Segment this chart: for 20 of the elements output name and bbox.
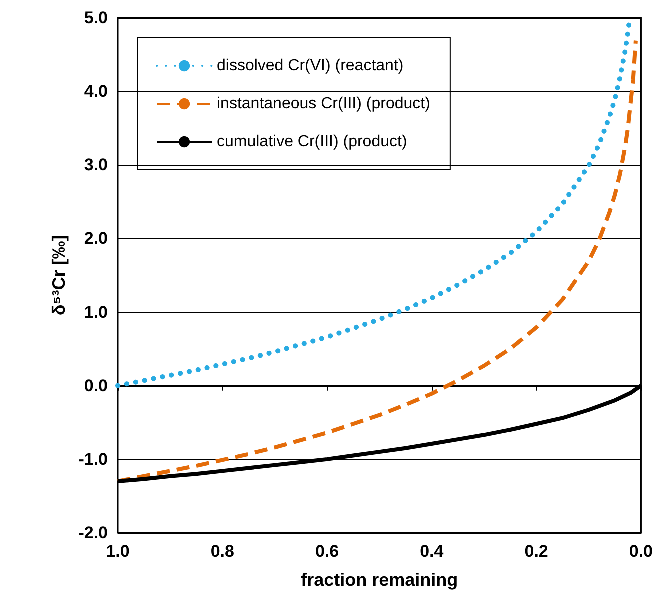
legend-label: instantaneous Cr(III) (product) <box>217 96 430 112</box>
x-tick-label: 0.6 <box>315 542 340 561</box>
x-axis-title: fraction remaining <box>301 570 458 590</box>
x-tick-label: 0.4 <box>420 542 444 561</box>
line-series <box>116 38 638 484</box>
x-tick-label: 1.0 <box>106 542 130 561</box>
x-tick-label: 0.2 <box>524 542 548 561</box>
legend-label: cumulative Cr(III) (product) <box>217 134 408 150</box>
y-tick-label: 5.0 <box>84 8 108 28</box>
y-tick-label: -1.0 <box>78 450 108 469</box>
y-tick-label: 4.0 <box>84 82 108 102</box>
y-axis-title: δ⁵³Cr [‰] <box>48 235 69 316</box>
y-tick-label: -2.0 <box>78 524 108 542</box>
legend-label: dissolved Cr(VI) (reactant) <box>217 58 404 74</box>
y-tick-label: 0.0 <box>84 376 108 396</box>
x-tick-label: 0.0 <box>629 542 654 561</box>
y-tick-label: 3.0 <box>84 156 108 175</box>
y-tick-label: 1.0 <box>84 302 108 322</box>
y-tick-label: 2.0 <box>84 229 108 248</box>
x-tick-label: 0.8 <box>210 542 234 561</box>
